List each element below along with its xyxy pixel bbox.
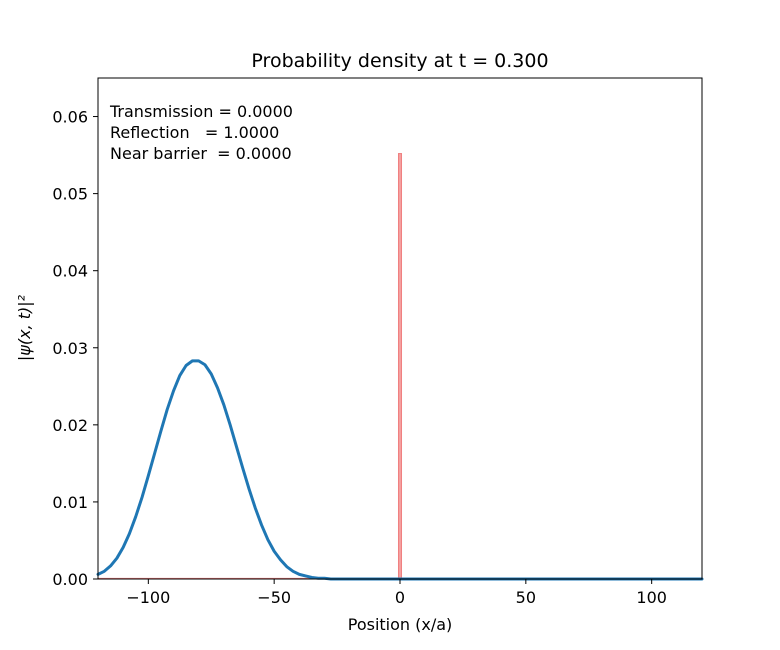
y-tick-label: 0.03 (52, 339, 88, 358)
x-axis-label: Position (x/a) (348, 615, 453, 634)
x-axis-ticks: −100 −50 0 50 100 (126, 579, 667, 607)
barrier-bar (397, 153, 403, 580)
chart-title: Probability density at t = 0.300 (251, 50, 548, 72)
y-tick-label: 0.02 (52, 416, 88, 435)
annotation-reflection: Reflection = 1.0000 (110, 123, 279, 142)
annotation-near-barrier: Near barrier = 0.0000 (110, 144, 292, 163)
y-tick-label: 0.04 (52, 262, 88, 281)
y-tick-label: 0.05 (52, 185, 88, 204)
barrier-layer (397, 153, 403, 580)
annotation-transmission: Transmission = 0.0000 (109, 102, 293, 121)
y-tick-label: 0.01 (52, 493, 88, 512)
x-tick-label: 100 (636, 588, 667, 607)
y-axis-ticks: 0.00 0.01 0.02 0.03 0.04 0.05 0.06 (52, 108, 98, 589)
x-tick-label: 50 (516, 588, 536, 607)
y-tick-label: 0.06 (52, 108, 88, 127)
y-axis-label: |ψ(x, t)|² (15, 294, 34, 361)
x-tick-label: −100 (126, 588, 170, 607)
x-tick-label: 0 (395, 588, 405, 607)
x-tick-label: −50 (257, 588, 291, 607)
annotation-box: Transmission = 0.0000 Reflection = 1.000… (109, 102, 293, 163)
y-tick-label: 0.00 (52, 570, 88, 589)
